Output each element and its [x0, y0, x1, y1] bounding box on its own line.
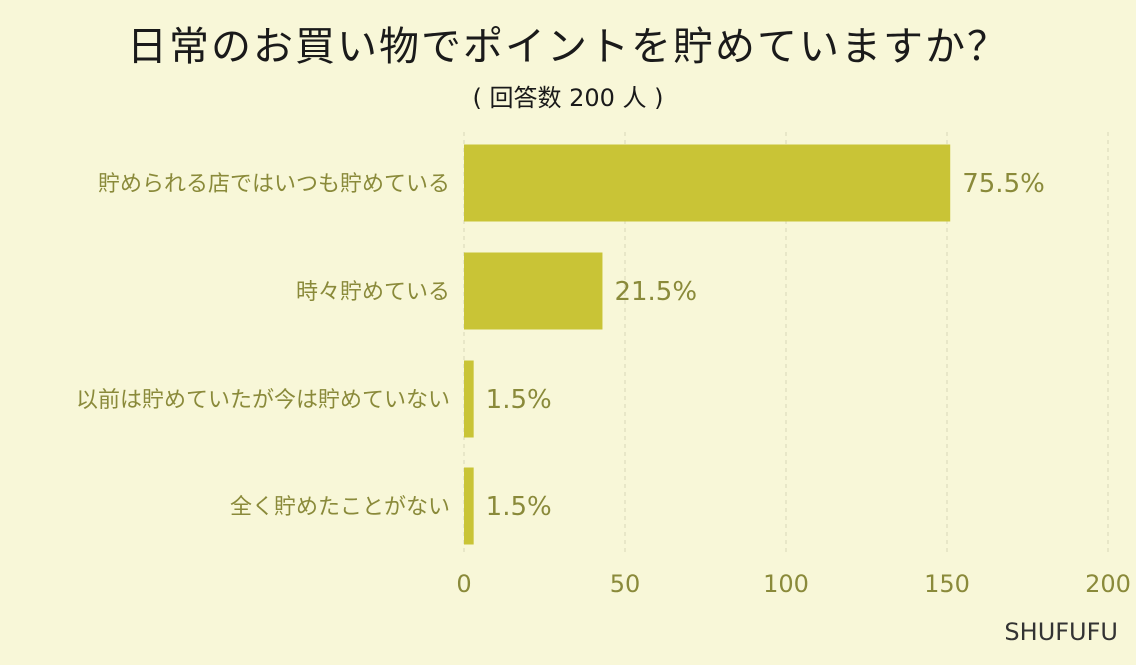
chart-subtitle: ( 回答数 200 人 ) [472, 84, 664, 112]
category-label: 全く貯めたことがない [230, 495, 450, 520]
category-label: 時々貯めている [296, 280, 450, 305]
chart-title: 日常のお買い物でポイントを貯めていますか？ [127, 24, 1009, 70]
bars [464, 144, 951, 545]
category-label: 貯められる店ではいつも貯めている [98, 172, 450, 197]
category-labels: 貯められる店ではいつも貯めている時々貯めている以前は貯めていたが今は貯めていない… [76, 172, 450, 520]
data-label: 21.5% [614, 277, 697, 307]
x-tick-label: 50 [610, 570, 641, 598]
brand-logo-text: SHUFUFU [1004, 618, 1118, 646]
bar [464, 467, 474, 545]
grid-lines [463, 132, 1109, 552]
x-tick-label: 100 [763, 570, 809, 598]
category-label: 以前は貯めていたが今は貯めていない [76, 388, 450, 413]
data-label: 1.5% [486, 492, 552, 522]
x-tick-label: 150 [924, 570, 970, 598]
data-label: 1.5% [486, 385, 552, 415]
x-tick-labels: 0 50 100 150 200 [456, 570, 1131, 598]
x-tick-label: 200 [1085, 570, 1131, 598]
bar [464, 252, 603, 330]
data-label: 75.5% [962, 169, 1045, 199]
bar [464, 144, 951, 222]
x-tick-label: 0 [456, 570, 471, 598]
value-labels: 75.5% 21.5% 1.5% 1.5% [486, 169, 1045, 522]
bar [464, 360, 474, 438]
